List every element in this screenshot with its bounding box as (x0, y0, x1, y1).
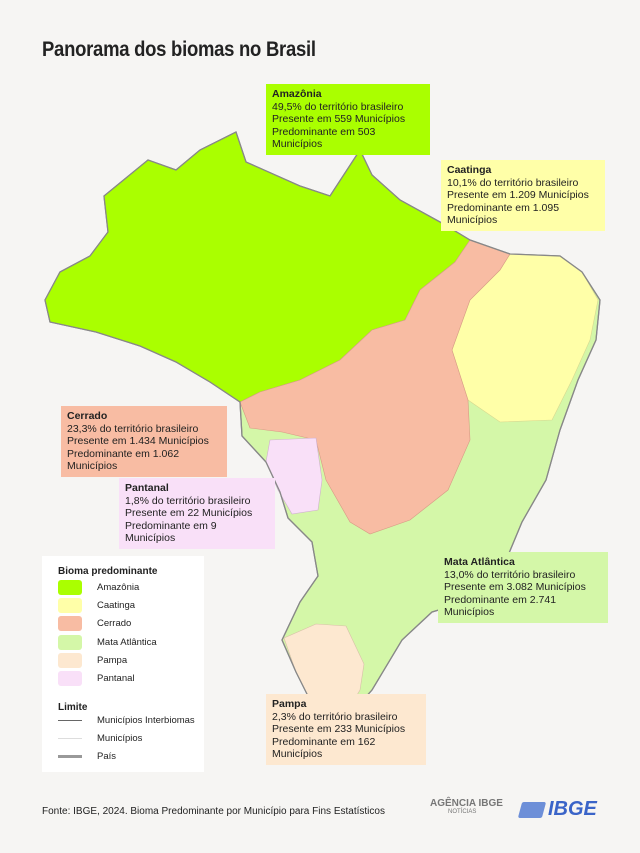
callout-title: Cerrado (67, 410, 108, 422)
legend-label: Amazônia (97, 582, 140, 593)
callout-predominant: Predominante em 503 Municípios (272, 125, 376, 151)
callout-share: 13,0% do território brasileiro (444, 568, 576, 581)
agencia-logo-sub: NOTÍCIAS (448, 809, 477, 815)
legend-label: País (97, 751, 117, 762)
swatch (58, 598, 82, 613)
legend-item-caatinga: Caatinga (58, 598, 135, 613)
country-border (44, 131, 601, 731)
legend-item-mata-atlantica: Mata Atlântica (58, 635, 157, 650)
callout-predominant: Predominante em 9 Municípios (125, 519, 217, 545)
legend-label: Municípios Interbiomas (97, 715, 195, 726)
callout-share: 2,3% do território brasileiro (272, 710, 398, 723)
legend-label: Pampa (97, 655, 128, 666)
legend-label: Mata Atlântica (97, 637, 157, 648)
ibge-logo: IBGE (517, 798, 597, 821)
legend-limit-interbiomas: Municípios Interbiomas (58, 715, 195, 726)
callout-pantanal: Pantanal 1,8% do território brasileiro P… (119, 478, 275, 549)
callout-title: Pampa (272, 698, 307, 710)
callout-present: Presente em 22 Municípios (125, 507, 253, 520)
callout-title: Mata Atlântica (444, 556, 515, 568)
callout-title: Caatinga (447, 164, 492, 176)
legend-item-pantanal: Pantanal (58, 671, 135, 686)
callout-cerrado: Cerrado 23,3% do território brasileiro P… (61, 406, 227, 477)
legend-limit-municipios: Municípios (58, 733, 142, 744)
callout-caatinga: Caatinga 10,1% do território brasileiro … (441, 160, 605, 231)
callout-title: Pantanal (125, 482, 169, 494)
callout-predominant: Predominante em 1.062 Municípios (67, 447, 180, 473)
swatch (58, 580, 82, 595)
swatch (58, 671, 82, 686)
callout-predominant: Predominante em 162 Municípios (272, 735, 376, 761)
page-title: Panorama dos biomas no Brasil (42, 38, 316, 61)
callout-predominant: Predominante em 1.095 Municípios (447, 201, 560, 227)
callout-pampa: Pampa 2,3% do território brasileiro Pres… (266, 694, 426, 765)
legend-label: Caatinga (97, 600, 136, 611)
region-cerrado (239, 239, 511, 535)
callout-mata-atlantica: Mata Atlântica 13,0% do território brasi… (438, 552, 608, 623)
legend: Bioma predominante Amazônia Caatinga Cer… (42, 556, 204, 772)
callout-present: Presente em 1.434 Municípios (67, 435, 209, 448)
line-swatch (58, 720, 82, 721)
agencia-ibge-logo: AGÊNCIA IBGE NOTÍCIAS (430, 798, 503, 815)
legend-limit-title: Limite (58, 702, 88, 713)
callout-share: 10,1% do território brasileiro (447, 176, 579, 189)
callout-share: 23,3% do território brasileiro (67, 422, 199, 435)
callout-title: Amazônia (272, 88, 322, 100)
swatch (58, 635, 82, 650)
legend-item-pampa: Pampa (58, 653, 127, 668)
callout-predominant: Predominante em 2.741 Municípios (444, 593, 557, 619)
callout-share: 49,5% do território brasileiro (272, 100, 404, 113)
line-swatch (58, 755, 82, 758)
callout-amazonia: Amazônia 49,5% do território brasileiro … (266, 84, 430, 155)
ibge-logo-text: IBGE (548, 798, 597, 820)
swatch (58, 616, 82, 631)
legend-item-cerrado: Cerrado (58, 616, 131, 631)
callout-present: Presente em 1.209 Municípios (447, 189, 589, 202)
legend-label: Municípios (97, 733, 143, 744)
swatch (58, 653, 82, 668)
legend-label: Cerrado (97, 618, 132, 629)
legend-limit-pais: País (58, 751, 116, 762)
callout-present: Presente em 3.082 Municípios (444, 581, 586, 594)
legend-biome-title: Bioma predominante (58, 566, 158, 577)
agencia-logo-text: AGÊNCIA IBGE (430, 798, 503, 809)
source-note: Fonte: IBGE, 2024. Bioma Predominante po… (42, 806, 385, 817)
callout-present: Presente em 233 Municípios (272, 723, 406, 736)
callout-present: Presente em 559 Municípios (272, 113, 406, 126)
ibge-logo-icon (517, 801, 547, 818)
legend-label: Pantanal (97, 673, 135, 684)
callout-share: 1,8% do território brasileiro (125, 494, 251, 507)
line-swatch (58, 738, 82, 739)
legend-item-amazonia: Amazônia (58, 580, 139, 595)
